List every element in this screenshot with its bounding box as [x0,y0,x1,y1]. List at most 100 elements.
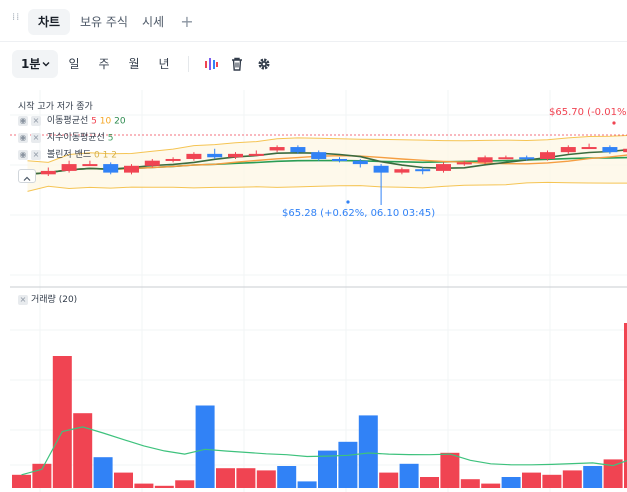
legend-ema: ◉ × 지수이동평균선 5 [18,132,113,144]
volume-bar [195,405,215,488]
interval-select[interactable]: 1분 [12,50,58,78]
toolbar-divider [188,56,189,72]
ma10-value: 10 [99,116,112,127]
bb-param-0: 0 [94,150,100,161]
close-icon[interactable]: × [31,133,41,143]
close-icon[interactable]: × [31,150,41,160]
volume-bar [175,480,195,488]
volume-bar [542,474,562,488]
eye-icon[interactable]: ◉ [18,150,28,160]
trash-icon[interactable] [227,54,247,74]
candle [602,147,618,153]
bollinger-area [27,135,627,192]
candle [61,164,77,171]
gear-icon[interactable] [254,54,274,74]
ema-name: 지수이동평균선 [46,133,105,143]
candle [228,153,243,158]
volume-ma-line [21,426,627,476]
candle [269,147,285,151]
candle [623,148,627,153]
candle [207,153,223,158]
ma5-value: 5 [91,116,97,127]
bollinger-lower-line [27,181,627,192]
chevron-up-icon [23,176,31,181]
chevron-down-icon [42,62,50,67]
candle [144,160,160,166]
bb-name: 볼린저 밴드 [46,150,92,160]
bb-param-2: 2 [111,150,117,161]
volume-bar [114,472,133,488]
volume-bar [52,356,72,488]
add-tab-icon[interactable]: + [180,12,194,31]
eye-icon[interactable]: ◉ [18,116,28,126]
volume-bars [12,323,627,488]
chart-toolbar: 1분 일 주 월 년 [0,42,627,86]
candle [248,153,264,156]
candle [519,157,535,160]
candle [332,158,347,161]
bb-param-1: 1 [102,150,109,161]
eye-icon[interactable]: ◉ [18,133,28,143]
volume-bar [562,470,582,488]
candle [394,169,410,173]
candle [415,169,431,172]
tab-quotes[interactable]: 시세 [142,15,165,29]
candle [311,152,327,159]
candle [560,147,576,153]
volume-bar [481,483,501,488]
drag-handle-icon[interactable]: ⁞⁞ [12,12,21,23]
volume-bar [318,450,337,488]
period-year[interactable]: 년 [158,57,170,71]
candle [186,153,202,159]
candle [581,147,597,150]
candle [477,157,493,163]
volume-bar [134,483,154,488]
bollinger-upper-line [27,134,627,163]
interval-label: 1분 [21,57,41,71]
volume-bar [399,463,419,488]
legend-bollinger: ◉ × 볼린저 밴드 0 1 2 [18,149,117,161]
ma-name: 이동평균선 [46,116,89,126]
volume-legend: × 거래량 (20) [18,292,77,305]
volume-title: 거래량 (20) [31,295,78,305]
candle [373,165,389,173]
collapse-legend-button[interactable] [18,169,36,183]
volume-bar [154,485,174,488]
ema-value: 5 [107,133,114,144]
tab-holdings[interactable]: 보유 주식 [80,15,128,29]
volume-bar [216,468,235,488]
volume-bar [297,481,317,488]
tab-chart[interactable]: 차트 [28,9,71,35]
candle [40,170,56,175]
volume-ma-line [21,426,627,476]
candle [456,162,472,165]
period-month[interactable]: 월 [128,57,140,71]
volume-bar [460,479,480,488]
indicator-icon[interactable] [201,54,221,74]
period-day[interactable]: 일 [68,57,80,71]
close-icon[interactable]: × [18,294,28,305]
close-icon[interactable]: × [31,116,41,126]
candle [352,160,368,165]
period-week[interactable]: 주 [98,57,110,71]
ohlc-legend: 시작 고가 저가 종가 [18,102,93,112]
candle [498,157,514,160]
chart-area[interactable]: 시작 고가 저가 종가 ◉ × 이동평균선 5 10 20 ◉ × 지수이동평균선 … [0,90,627,492]
volume-bar [277,466,297,488]
volume-bar [73,413,93,488]
candle [82,164,98,167]
tab-bar: ⁞⁞ 차트 보유 주식 시세 + [0,0,627,42]
volume-bar [603,459,623,488]
volume-bar [236,468,256,488]
high-marker [612,121,616,125]
volume-bar [32,463,52,488]
candlestick-chart[interactable] [0,90,627,492]
candle [124,165,139,173]
volume-bar [501,477,521,488]
low-price-label: $65.28 (+0.62%, 06.10 03:45) [282,208,436,219]
volume-bar [522,472,541,488]
legend-ma: ◉ × 이동평균선 5 10 20 [18,115,126,127]
volume-bar [12,474,31,488]
volume-bar [379,472,399,488]
volume-bar [338,441,358,488]
